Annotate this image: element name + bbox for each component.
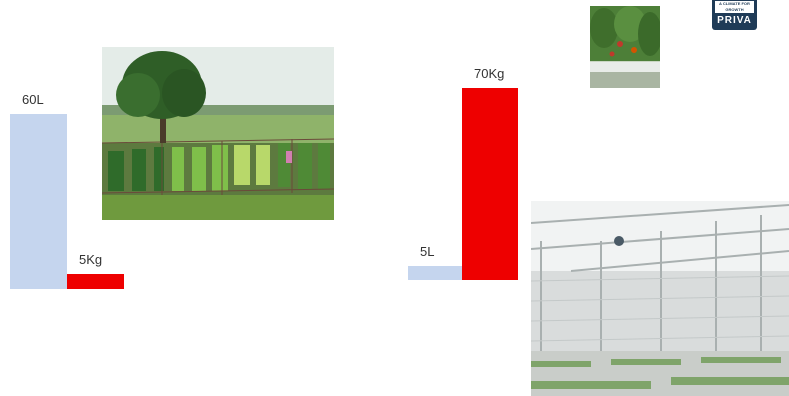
- priva-logo: A CLIMATE FOR GROWTH PRIVA: [712, 0, 757, 30]
- logo-brand: PRIVA: [717, 15, 752, 26]
- bar-label-70kg: 70Kg: [474, 66, 505, 81]
- bar-label-5l: 5L: [420, 244, 435, 259]
- bar-label-60l: 60L: [22, 92, 44, 107]
- greenhouse-photo: [531, 201, 789, 396]
- bar-water-5l: [408, 266, 462, 280]
- tomato-plants-photo: [590, 6, 660, 88]
- logo-tagline: A CLIMATE FOR GROWTH: [715, 1, 754, 13]
- garden-photo: [102, 47, 334, 220]
- bar-label-5kg: 5Kg: [79, 252, 103, 267]
- bar-yield-5kg: [67, 274, 124, 289]
- bar-water-60l: [10, 114, 67, 289]
- bar-yield-70kg: [462, 88, 518, 280]
